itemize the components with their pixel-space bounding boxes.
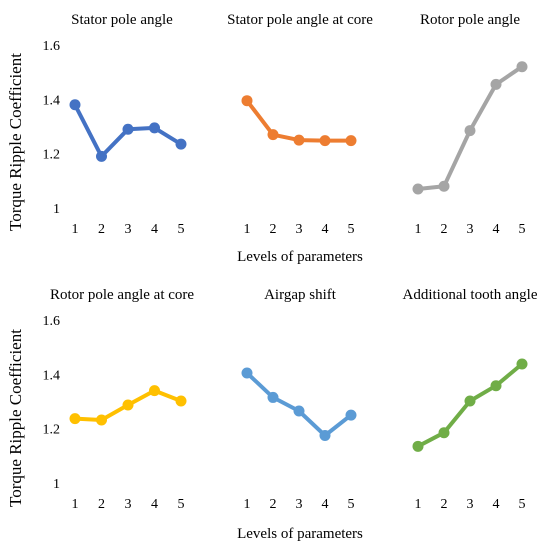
y-tick-label: 1.2 <box>43 423 61 438</box>
data-point <box>122 123 134 135</box>
x-tick-label: 4 <box>493 222 500 237</box>
x-tick-label: 5 <box>519 497 526 512</box>
panel-title: Stator pole angle <box>71 12 173 28</box>
data-point <box>241 95 253 107</box>
data-point <box>516 358 528 370</box>
x-tick-label: 2 <box>270 497 277 512</box>
chart-panel-6: Additional tooth angle 1 2 3 4 5 <box>403 287 538 512</box>
chart-panel-5: Airgap shift 1 2 3 4 5 <box>241 287 357 512</box>
x-tick-label: 1 <box>244 497 251 512</box>
data-point <box>149 385 160 397</box>
x-tick-label: 2 <box>98 497 105 512</box>
x-tick-label: 5 <box>348 222 355 237</box>
data-point <box>69 413 81 425</box>
data-point <box>267 129 279 141</box>
data-point <box>345 409 357 421</box>
chart-panel-3: Rotor pole angle 1 2 3 4 5 <box>412 12 528 237</box>
series-line <box>245 371 353 438</box>
x-tick-label: 4 <box>322 497 329 512</box>
data-point <box>516 61 528 73</box>
x-tick-label: 3 <box>467 497 474 512</box>
x-tick-label: 5 <box>348 497 355 512</box>
x-axis-label-bottom: Levels of parameters <box>237 526 363 542</box>
x-tick-label: 3 <box>467 222 474 237</box>
x-tick-label: 1 <box>72 497 79 512</box>
y-tick-label: 1.4 <box>43 93 61 108</box>
data-point <box>175 138 187 150</box>
x-tick-label: 4 <box>322 222 329 237</box>
x-tick-label: 2 <box>270 222 277 237</box>
data-point <box>438 180 450 192</box>
x-tick-label: 5 <box>178 497 185 512</box>
y-tick-label: 1.6 <box>43 39 61 54</box>
data-point <box>438 427 450 439</box>
data-point <box>149 122 160 134</box>
y-axis-label-top: Torque Ripple Coefficient <box>6 53 25 231</box>
chart-panel-1: Stator pole angle 1 1.2 1.4 1.6 1 2 3 4 5 <box>43 12 187 237</box>
x-tick-label: 2 <box>441 222 448 237</box>
data-point <box>319 135 331 147</box>
x-tick-label: 1 <box>415 497 422 512</box>
data-point <box>267 391 279 403</box>
x-tick-label: 3 <box>296 497 303 512</box>
data-point <box>293 405 305 417</box>
y-axis-label-bottom: Torque Ripple Coefficient <box>6 329 25 507</box>
y-tick-label: 1.4 <box>43 368 61 383</box>
data-point <box>412 440 424 452</box>
data-point <box>490 380 502 392</box>
x-tick-label: 4 <box>493 497 500 512</box>
data-point <box>69 99 81 111</box>
y-tick-label: 1.6 <box>43 314 61 329</box>
data-point <box>241 367 253 379</box>
panel-title: Stator pole angle at core <box>227 12 373 28</box>
chart-panel-2: Stator pole angle at core 1 2 3 4 5 <box>227 12 373 237</box>
x-tick-label: 2 <box>441 497 448 512</box>
data-point <box>175 395 187 407</box>
panel-title: Rotor pole angle <box>420 12 520 28</box>
y-tick-label: 1 <box>53 477 60 492</box>
data-point <box>412 183 424 195</box>
x-tick-label: 4 <box>151 222 158 237</box>
x-tick-label: 1 <box>72 222 79 237</box>
data-point <box>96 150 107 162</box>
y-tick-label: 1.2 <box>43 148 61 163</box>
x-tick-label: 5 <box>519 222 526 237</box>
y-tick-label: 1 <box>53 202 60 217</box>
x-tick-label: 5 <box>178 222 185 237</box>
x-tick-label: 1 <box>244 222 251 237</box>
data-point <box>319 429 331 441</box>
x-tick-label: 3 <box>296 222 303 237</box>
data-point <box>345 135 357 147</box>
x-tick-label: 1 <box>415 222 422 237</box>
panel-title: Additional tooth angle <box>403 287 538 303</box>
data-point <box>490 78 502 90</box>
data-point <box>464 125 476 137</box>
chart-panel-4: Rotor pole angle at core 1 1.2 1.4 1.6 1 2 3 4 5 <box>43 287 195 512</box>
x-tick-label: 2 <box>98 222 105 237</box>
data-point <box>96 414 107 426</box>
panel-title: Airgap shift <box>264 287 337 303</box>
x-axis-label-top: Levels of parameters <box>237 249 363 265</box>
x-tick-label: 4 <box>151 497 158 512</box>
data-point <box>122 399 134 411</box>
data-point <box>464 395 476 407</box>
x-tick-label: 3 <box>125 222 132 237</box>
x-tick-label: 3 <box>125 497 132 512</box>
panel-title: Rotor pole angle at core <box>50 287 194 303</box>
data-point <box>293 134 305 146</box>
